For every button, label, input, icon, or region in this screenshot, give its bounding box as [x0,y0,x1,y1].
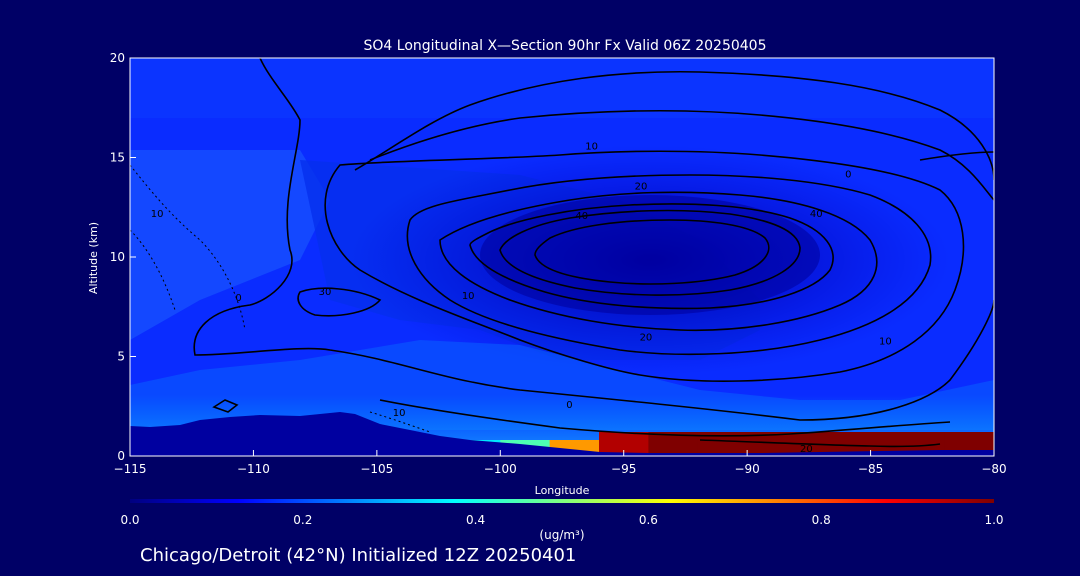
y-axis: 0 5 10 15 20 [110,51,136,463]
contour-line [499,209,801,296]
contour-label: 40 [575,211,588,222]
contour-line [699,439,941,448]
x-tick-label: −110 [237,462,270,476]
contour-line [369,109,994,201]
chart-title: SO4 Longitudinal X—Section 90hr Fx Valid… [364,38,767,54]
contour-label: 10 [151,209,164,220]
contour-line [439,191,878,332]
colorbar-tick-label: 1.0 [984,513,1003,527]
colorbar-units-label: (ug/m³) [539,528,584,542]
colorbar-tick-label: 0.8 [812,513,831,527]
contour-label: 10 [879,337,892,348]
colorbar-tick-label: 0.6 [639,513,658,527]
y-tick-label: 5 [117,350,125,364]
contour-line [919,151,994,161]
x-axis: −115 −110 −105 −100 −95 −90 −85 −80 [114,450,1007,476]
contour-line [193,58,994,421]
colorbar-tick-label: 0.2 [293,513,312,527]
x-tick-label: −100 [484,462,517,476]
y-axis-label: Altitude (km) [87,222,100,294]
contour-label: 10 [585,142,598,153]
contour-label: 40 [810,209,823,220]
y-tick-label: 15 [110,151,125,165]
contour-label: 0 [845,169,851,180]
colorbar-tick-label: 0.4 [466,513,485,527]
contour-label: 20 [640,333,653,344]
contour-label: 0 [235,293,241,304]
contour-labels: 0 0 0 10 10 10 10 10 20 20 20 30 40 40 [151,142,892,455]
x-tick-label: −105 [360,462,393,476]
x-tick-label: −85 [858,462,883,476]
contour-line [212,399,239,413]
contour-line [469,203,834,310]
colorbar-tick-label: 0.0 [120,513,139,527]
contour-label: 10 [393,408,406,419]
y-tick-label: 10 [110,250,125,264]
contour-line-dashed [369,411,431,433]
contour-line [354,70,994,181]
contour-line [406,174,932,356]
x-tick-label: −95 [611,462,636,476]
contour-line [324,150,965,382]
contour-label: 0 [566,400,572,411]
x-tick-label: −115 [114,462,147,476]
x-axis-label: Longitude [535,484,590,497]
footer-caption: Chicago/Detroit (42°N) Initialized 12Z 2… [140,545,576,566]
y-tick-label: 0 [117,449,125,463]
colorbar-ticks: 0.0 0.2 0.4 0.6 0.8 1.0 [120,513,1003,527]
contour-line [297,287,382,317]
contour-line [379,399,951,437]
contour-line-dashed [130,164,246,331]
contour-label: 10 [462,291,475,302]
contour-label: 20 [635,181,648,192]
left-light-band [130,150,330,340]
plot-area: 0 0 0 10 10 10 10 10 20 20 20 30 40 40 [130,58,994,456]
contour-line [534,219,770,285]
colorbar: 0.0 0.2 0.4 0.6 0.8 1.0 (ug/m³) [120,499,1004,542]
upper-band [130,58,994,118]
contour-label: 30 [319,287,332,298]
y-tick-label: 20 [110,51,125,65]
terrain-mask [130,412,994,456]
x-tick-label: −90 [734,462,759,476]
contour-label: 20 [800,444,813,455]
colorbar-ramp [130,499,994,503]
x-tick-label: −80 [981,462,1006,476]
contour-lines [130,58,994,448]
